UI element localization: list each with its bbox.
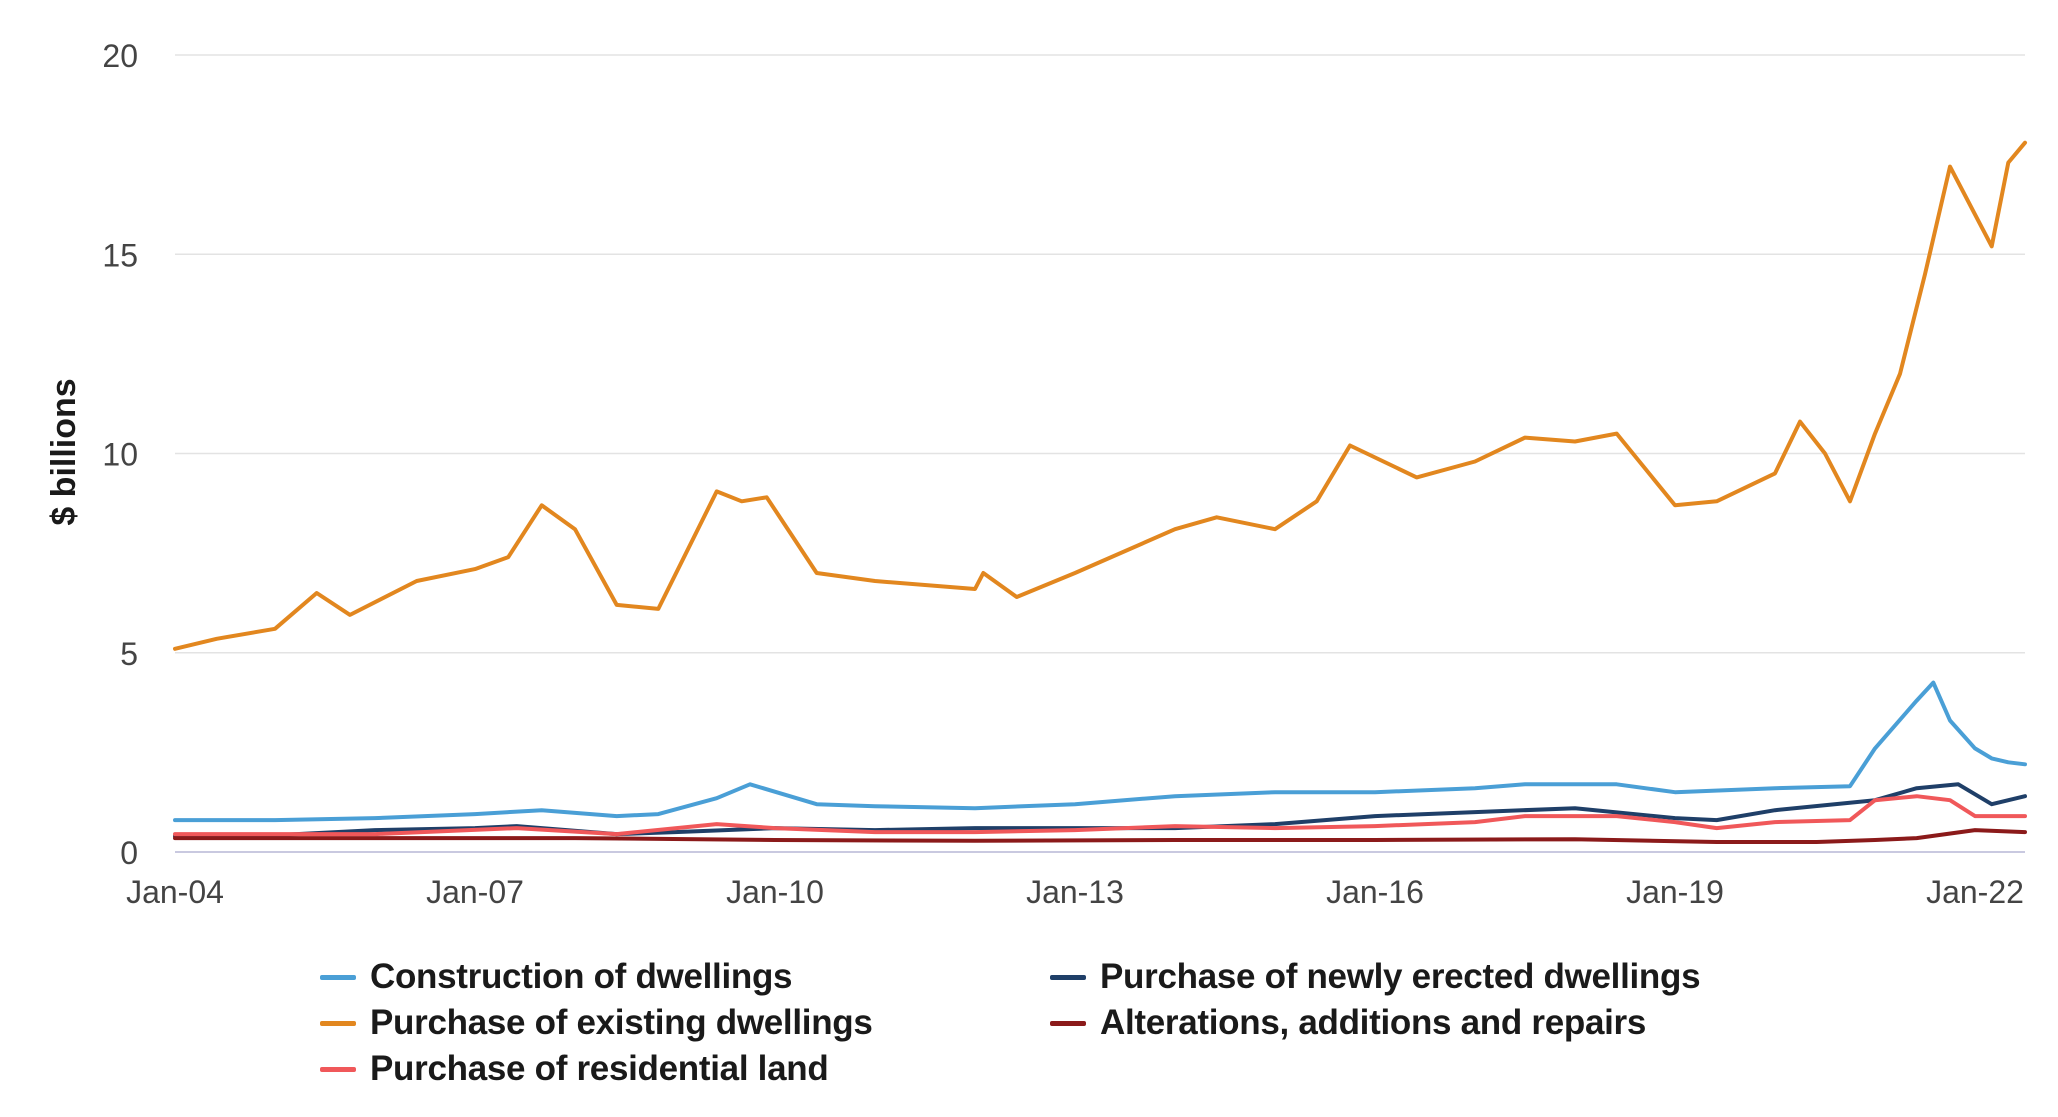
- legend-item-alterations: Alterations, additions and repairs: [1050, 1001, 1646, 1045]
- series-lines: [173, 140, 2027, 844]
- y-axis-ticks: 0 5 10 15 20: [102, 38, 138, 871]
- legend-item-newly-erected: Purchase of newly erected dwellings: [1050, 955, 1701, 999]
- x-axis-ticks: Jan-04 Jan-07 Jan-10 Jan-13 Jan-16 Jan-19 Jan-…: [126, 874, 2024, 910]
- legend-item-land: Purchase of residential land: [320, 1047, 829, 1091]
- series-line-purchase-of-residential-land: [173, 794, 2027, 837]
- gridlines: [175, 54, 2025, 853]
- series-line-alterations-additions-and-repairs: [173, 828, 2027, 844]
- legend-swatch: [320, 1020, 356, 1026]
- x-tick-label: Jan-19: [1626, 874, 1724, 910]
- y-tick-label: 5: [120, 636, 138, 672]
- x-tick-label: Jan-07: [426, 874, 524, 910]
- legend-swatch: [320, 1066, 356, 1072]
- legend: Construction of dwellings Purchase of ex…: [320, 955, 1820, 1105]
- legend-swatch: [1050, 1020, 1086, 1026]
- legend-label: Alterations, additions and repairs: [1100, 1003, 1647, 1042]
- legend-item-existing: Purchase of existing dwellings: [320, 1001, 873, 1045]
- legend-label: Purchase of residential land: [370, 1049, 829, 1088]
- x-tick-label: Jan-10: [726, 874, 824, 910]
- legend-swatch: [1050, 974, 1086, 980]
- x-tick-label: Jan-13: [1026, 874, 1124, 910]
- x-tick-label: Jan-22: [1926, 874, 2024, 910]
- y-axis-label: $ billions: [45, 378, 83, 525]
- y-tick-label: 0: [120, 835, 138, 871]
- series-line-purchase-of-existing-dwellings: [173, 140, 2027, 651]
- legend-label: Purchase of newly erected dwellings: [1100, 957, 1701, 996]
- y-tick-label: 15: [102, 237, 138, 273]
- x-tick-label: Jan-16: [1326, 874, 1424, 910]
- x-tick-label: Jan-04: [126, 874, 224, 910]
- y-tick-label: 20: [102, 38, 138, 74]
- legend-label: Purchase of existing dwellings: [370, 1003, 873, 1042]
- legend-item-construction: Construction of dwellings: [320, 955, 793, 999]
- legend-label: Construction of dwellings: [370, 957, 793, 996]
- legend-swatch: [320, 974, 356, 980]
- y-tick-label: 10: [102, 437, 138, 473]
- series-line-construction-of-dwellings: [173, 680, 2027, 823]
